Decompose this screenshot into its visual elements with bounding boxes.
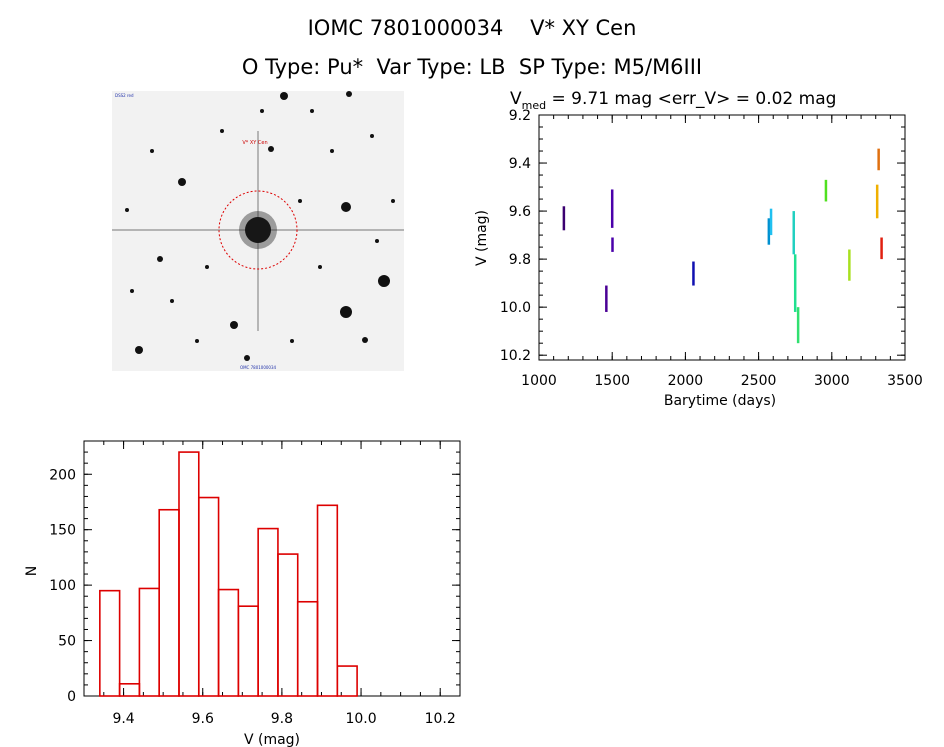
x-tick-label: 10.2 [425,711,456,727]
histogram-bar [217,588,240,697]
field-star [375,239,379,243]
histogram-bar [158,508,180,697]
field-star [205,265,209,269]
x-tick-label: 1000 [521,373,557,389]
field-star [310,109,314,113]
target-star-halo [239,211,277,249]
x-tick-label: 2000 [668,373,704,389]
histogram-frame [83,440,461,697]
y-tick-label: 200 [49,467,76,483]
field-star [130,289,134,293]
histogram-bar [99,589,121,697]
target-star [245,217,271,243]
target-label: V* XY Cen [242,140,267,146]
sky-image: V* XY Cen DSS2 red OMC 7801000034 [112,91,404,370]
field-star [340,306,352,318]
x-tick-label: 3000 [814,373,850,389]
histogram-bar [197,496,220,697]
field-star [298,199,302,203]
field-star [178,178,186,186]
field-star [135,346,143,354]
field-star [195,339,199,343]
histogram-xlabel: V (mag) [244,732,300,747]
field-star [318,265,322,269]
x-tick-label: 1500 [594,373,630,389]
y-tick-label: 9.8 [509,252,531,268]
histogram-bar [316,504,339,697]
light-curve-title: Vmed = 9.71 mag <err_V> = 0.02 mag [510,89,836,112]
field-star [157,256,163,262]
histogram-bar [237,605,259,697]
y-tick-label: 50 [58,634,76,650]
x-tick-label: 10.0 [345,711,376,727]
histogram-bar [118,683,141,697]
light-curve-frame [538,114,906,361]
field-star [362,337,368,343]
field-star [125,208,129,212]
x-tick-label: 9.4 [112,711,134,727]
field-star [220,129,224,133]
field-star [280,92,288,100]
histogram-bar [277,553,299,697]
field-star [170,299,174,303]
x-tick-label: 2500 [741,373,777,389]
histogram-bar [138,587,160,697]
field-star [244,355,250,361]
histogram-bar [336,665,358,697]
y-tick-label: 100 [49,578,76,594]
y-tick-label: 10.0 [500,300,531,316]
field-star [341,202,351,212]
y-tick-label: 9.2 [509,108,531,124]
field-star [268,146,274,152]
y-tick-label: 0 [67,689,76,705]
y-tick-label: 150 [49,523,76,539]
field-star [378,275,390,287]
x-tick-label: 9.6 [192,711,214,727]
histogram-bar [178,451,200,697]
field-star [346,91,352,97]
stamp-corner-label: DSS2 red [115,93,134,98]
y-tick-label: 10.2 [500,348,531,364]
y-tick-label: 9.6 [509,204,531,220]
page-title: IOMC 7801000034 V* XY Cen [307,16,637,40]
sky-image-stamp: V* XY Cen DSS2 red OMC 7801000034 [112,91,404,371]
x-tick-label: 3500 [887,373,923,389]
field-star [330,149,334,153]
field-star [150,149,154,153]
star-field [125,91,395,361]
light-curve-ylabel: V (mag) [474,210,490,266]
field-star [391,199,395,203]
field-star [230,321,238,329]
x-tick-label: 9.8 [271,711,293,727]
y-tick-label: 9.4 [509,156,531,172]
histogram-bar [257,527,279,697]
light-curve-xlabel: Barytime (days) [664,393,776,409]
histogram-bar [296,600,319,697]
target-circle [218,190,298,270]
field-star [290,339,294,343]
histogram-ylabel: N [24,566,40,576]
stamp-bottom-label: OMC 7801000034 [240,365,277,370]
field-star [260,109,264,113]
page-subtitle: O Type: Pu* Var Type: LB SP Type: M5/M6I… [241,55,703,79]
field-star [370,134,374,138]
